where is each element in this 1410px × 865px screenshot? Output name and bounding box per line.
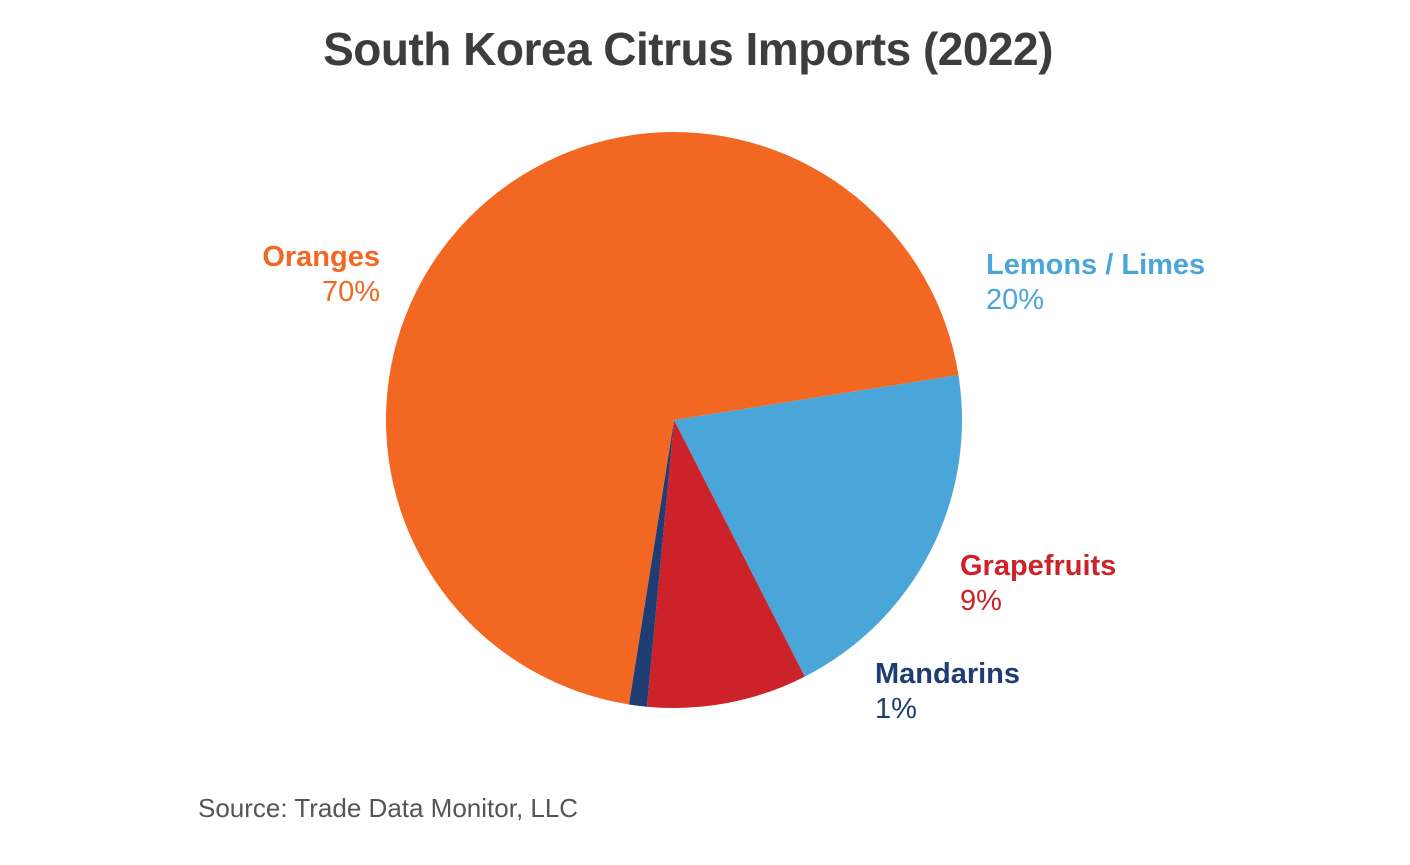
slice-name-lemons-limes: Lemons / Limes — [986, 249, 1206, 281]
slice-percent-mandarins: 1% — [875, 692, 917, 725]
pie-slice-mandarins — [628, 420, 674, 707]
slice-label-oranges: Oranges 70% — [200, 240, 380, 310]
slice-label-mandarins: Mandarins 1% — [875, 657, 1020, 727]
slice-percent-lemons-limes: 20% — [986, 283, 1045, 316]
slice-label-lemons-limes: Lemons / Limes 20% — [986, 248, 1205, 318]
slice-label-grapefruits: Grapefruits 9% — [960, 549, 1116, 619]
slice-name-oranges: Oranges — [262, 241, 380, 273]
pie-slice-grapefruits — [646, 420, 805, 708]
slice-name-grapefruits: Grapefruits — [960, 550, 1117, 582]
pie-slice-lemons-limes — [674, 374, 962, 677]
chart-title: South Korea Citrus Imports (2022) — [323, 23, 1053, 75]
slice-percent-oranges: 70% — [321, 275, 380, 308]
slice-name-mandarins: Mandarins — [875, 658, 1021, 690]
source-note: Source: Trade Data Monitor, LLC — [198, 793, 579, 823]
pie-slice-oranges — [385, 131, 959, 705]
slice-percent-grapefruits: 9% — [960, 584, 1002, 617]
